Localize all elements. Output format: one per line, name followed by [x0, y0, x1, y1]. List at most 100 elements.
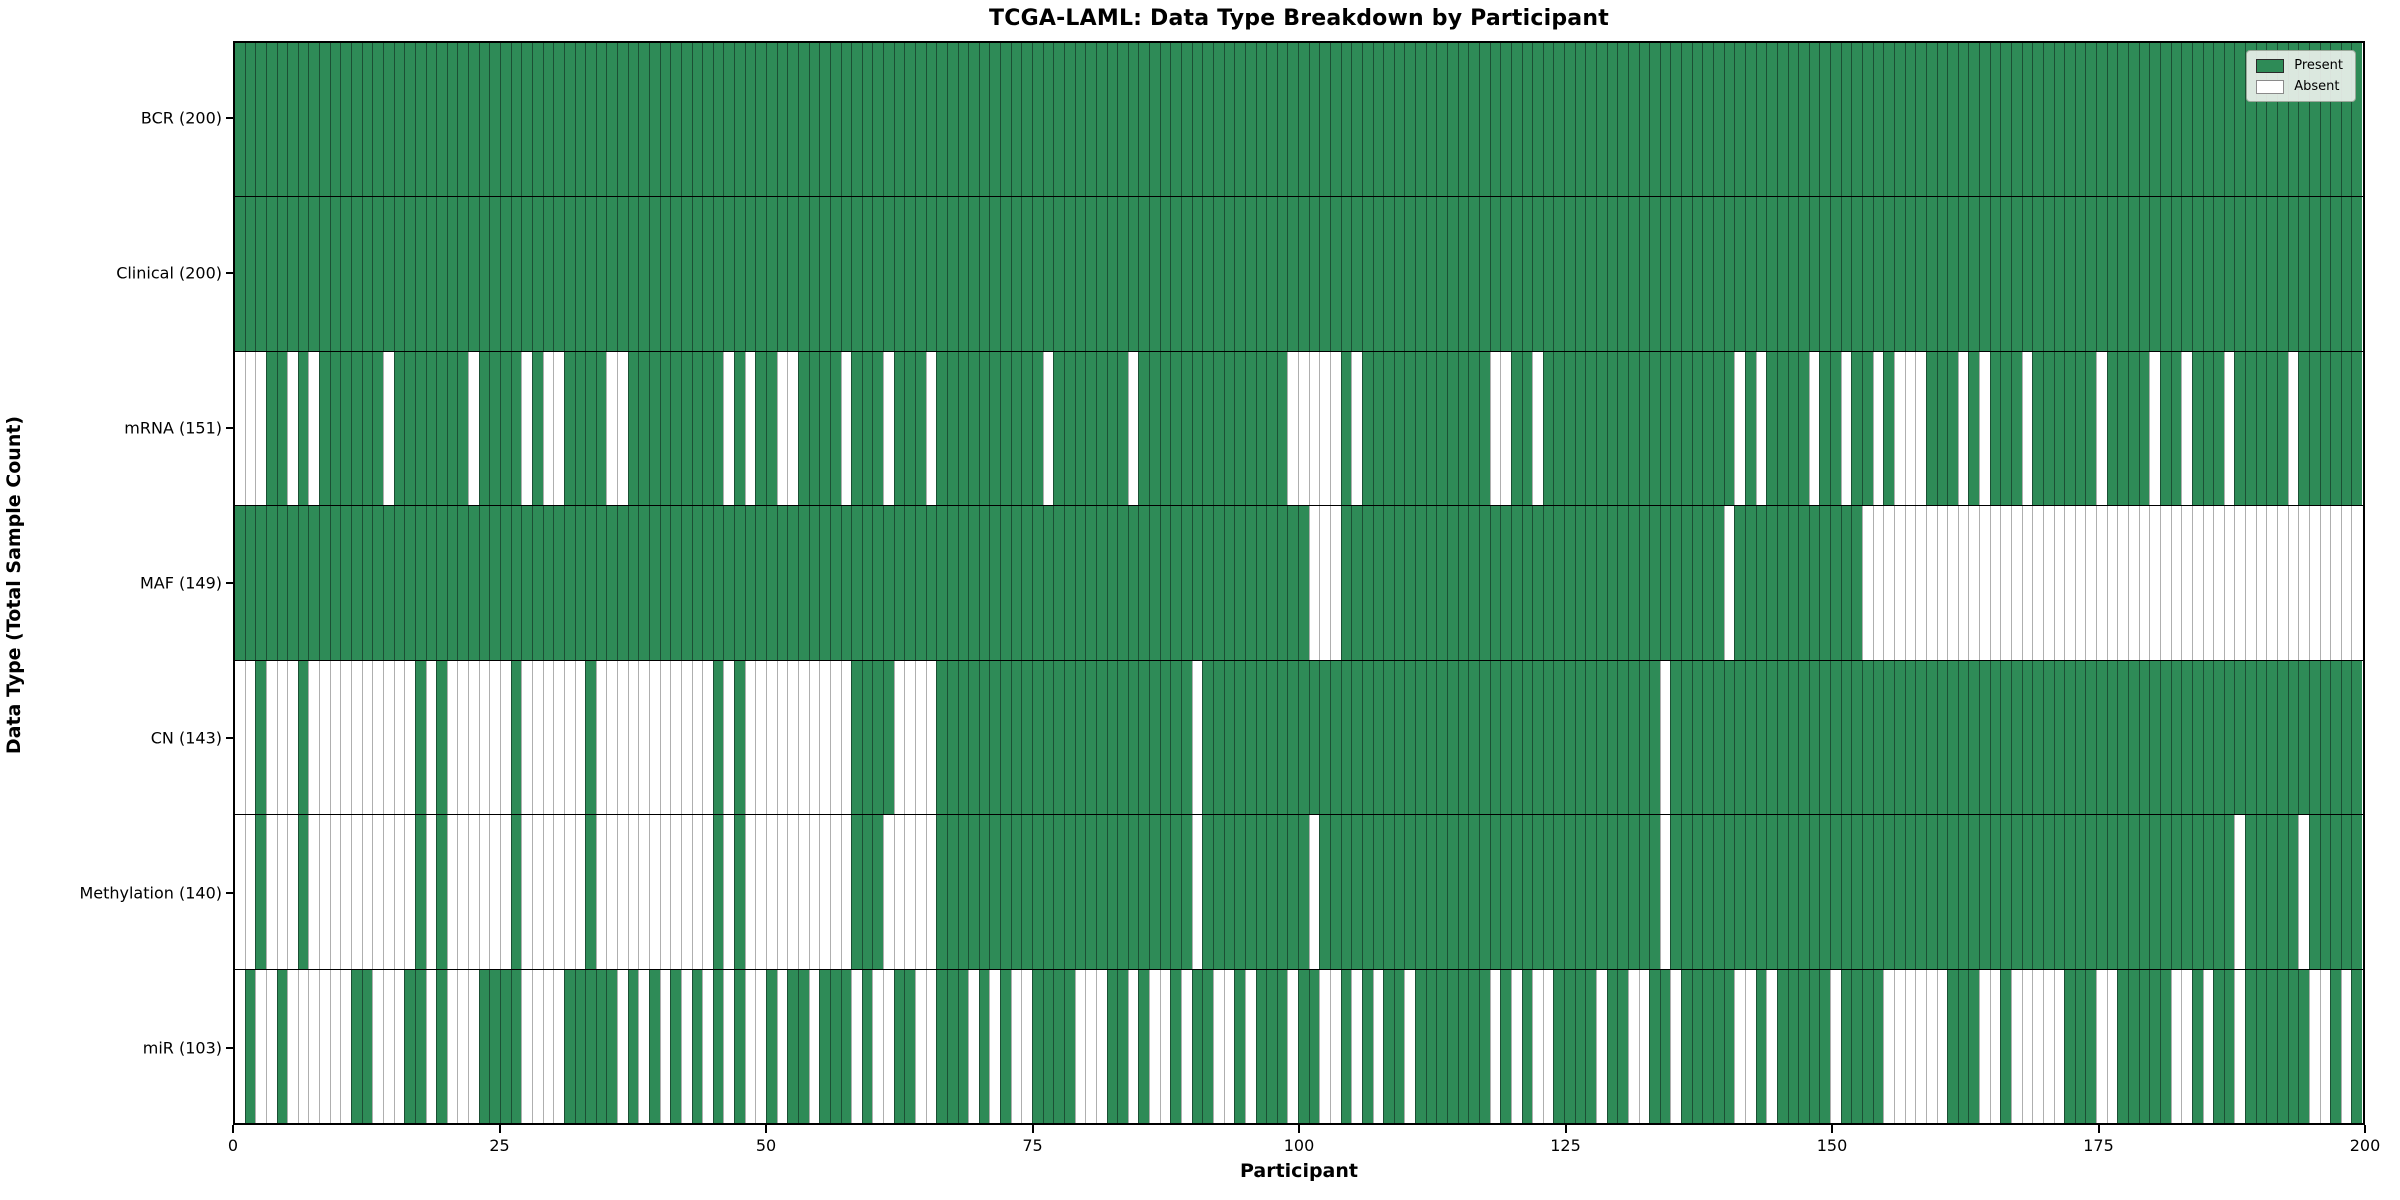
heatmap-cell	[2351, 351, 2363, 506]
heatmap-cell	[1383, 969, 1394, 1123]
heatmap-cell	[808, 815, 820, 969]
heatmap-cell	[1915, 969, 1926, 1123]
heatmap-cell	[936, 815, 947, 969]
heatmap-cell	[2255, 43, 2267, 197]
heatmap-cell	[680, 197, 692, 351]
heatmap-cell	[1276, 660, 1288, 815]
heatmap-cell	[2170, 815, 2182, 969]
heatmap-cell	[1415, 197, 1426, 351]
heatmap-cell	[2021, 43, 2033, 197]
heatmap-cell	[819, 197, 830, 351]
heatmap-cell	[776, 815, 788, 969]
heatmap-cell	[2213, 43, 2224, 197]
heatmap-cell	[404, 660, 415, 815]
heatmap-cell	[1510, 660, 1522, 815]
heatmap-cell	[1787, 197, 1799, 351]
heatmap-cell	[1074, 197, 1086, 351]
heatmap-cell	[382, 660, 394, 815]
heatmap-cell	[840, 815, 852, 969]
heatmap-cell	[691, 506, 703, 660]
heatmap-cell	[276, 969, 288, 1123]
heatmap-cell	[1361, 351, 1373, 506]
heatmap-cell	[1989, 815, 2001, 969]
heatmap-cell	[1532, 660, 1543, 815]
heatmap-cell	[436, 969, 447, 1123]
heatmap-cell	[1191, 43, 1203, 197]
heatmap-cell	[1585, 969, 1596, 1123]
heatmap-cell	[436, 815, 447, 969]
heatmap-cell	[1851, 506, 1863, 660]
heatmap-cell	[1223, 197, 1235, 351]
heatmap-cell	[1361, 815, 1373, 969]
heatmap-cell	[2042, 969, 2054, 1123]
heatmap-cell	[2298, 969, 2309, 1123]
heatmap-cell	[946, 969, 958, 1123]
heatmap-cell	[2021, 969, 2033, 1123]
heatmap-cell	[2340, 506, 2352, 660]
heatmap-cell	[1202, 969, 1213, 1123]
heatmap-cell	[414, 660, 426, 815]
heatmap-cell	[883, 815, 894, 969]
heatmap-cell	[2255, 815, 2267, 969]
heatmap-cell	[2181, 815, 2192, 969]
heatmap-cell	[393, 660, 405, 815]
heatmap-cell	[1255, 506, 1267, 660]
heatmap-cell	[425, 43, 437, 197]
heatmap-cell	[2223, 43, 2235, 197]
heatmap-cell	[2308, 660, 2320, 815]
heatmap-cell	[2330, 815, 2341, 969]
heatmap-cell	[2266, 969, 2277, 1123]
heatmap-cell	[521, 43, 532, 197]
heatmap-cell	[1117, 43, 1128, 197]
heatmap-cell	[659, 43, 671, 197]
heatmap-cell	[670, 351, 681, 506]
heatmap-cell	[1106, 969, 1118, 1123]
heatmap-cell	[1638, 351, 1650, 506]
heatmap-cell	[968, 969, 979, 1123]
heatmap-cell	[1766, 351, 1777, 506]
heatmap-cell	[1457, 969, 1469, 1123]
heatmap-cell	[404, 197, 415, 351]
heatmap-cell	[1149, 197, 1160, 351]
heatmap-cell	[797, 43, 809, 197]
heatmap-cell	[297, 660, 309, 815]
x-tick-label-25: 25	[489, 1136, 510, 1155]
heatmap-cell	[1457, 43, 1469, 197]
heatmap-cell	[1532, 815, 1543, 969]
heatmap-cell	[2032, 969, 2043, 1123]
heatmap-cell	[1893, 43, 1905, 197]
heatmap-cell	[404, 969, 415, 1123]
heatmap-cell	[787, 197, 798, 351]
heatmap-cell	[1904, 815, 1916, 969]
heatmap-cell	[1340, 815, 1352, 969]
heatmap-cell	[361, 506, 373, 660]
heatmap-cell	[1042, 351, 1054, 506]
heatmap-cell	[287, 660, 298, 815]
heatmap-cell	[404, 815, 415, 969]
heatmap-cell	[1000, 43, 1011, 197]
heatmap-cell	[1298, 815, 1309, 969]
heatmap-cell	[2138, 969, 2150, 1123]
heatmap-cell	[1681, 197, 1692, 351]
heatmap-cell	[787, 351, 798, 506]
heatmap-cell	[957, 351, 969, 506]
heatmap-cell	[1766, 815, 1777, 969]
heatmap-cell	[1425, 43, 1437, 197]
heatmap-cell	[1521, 660, 1533, 815]
heatmap-cell	[1510, 815, 1522, 969]
x-tick-mark	[1831, 1125, 1833, 1133]
heatmap-cell	[1968, 660, 1980, 815]
heatmap-cell	[382, 506, 394, 660]
heatmap-cell	[2138, 660, 2150, 815]
heatmap-cell	[712, 197, 724, 351]
heatmap-cell	[1510, 43, 1522, 197]
heatmap-cell	[1851, 815, 1863, 969]
heatmap-cell	[235, 969, 245, 1123]
heatmap-cell	[1170, 969, 1182, 1123]
heatmap-cell	[1798, 660, 1809, 815]
heatmap-cell	[351, 506, 362, 660]
y-tick-label-miR: miR (103)	[142, 1038, 222, 1058]
heatmap-cell	[478, 351, 490, 506]
heatmap-cell	[1021, 506, 1033, 660]
heatmap-cell	[1947, 506, 1958, 660]
